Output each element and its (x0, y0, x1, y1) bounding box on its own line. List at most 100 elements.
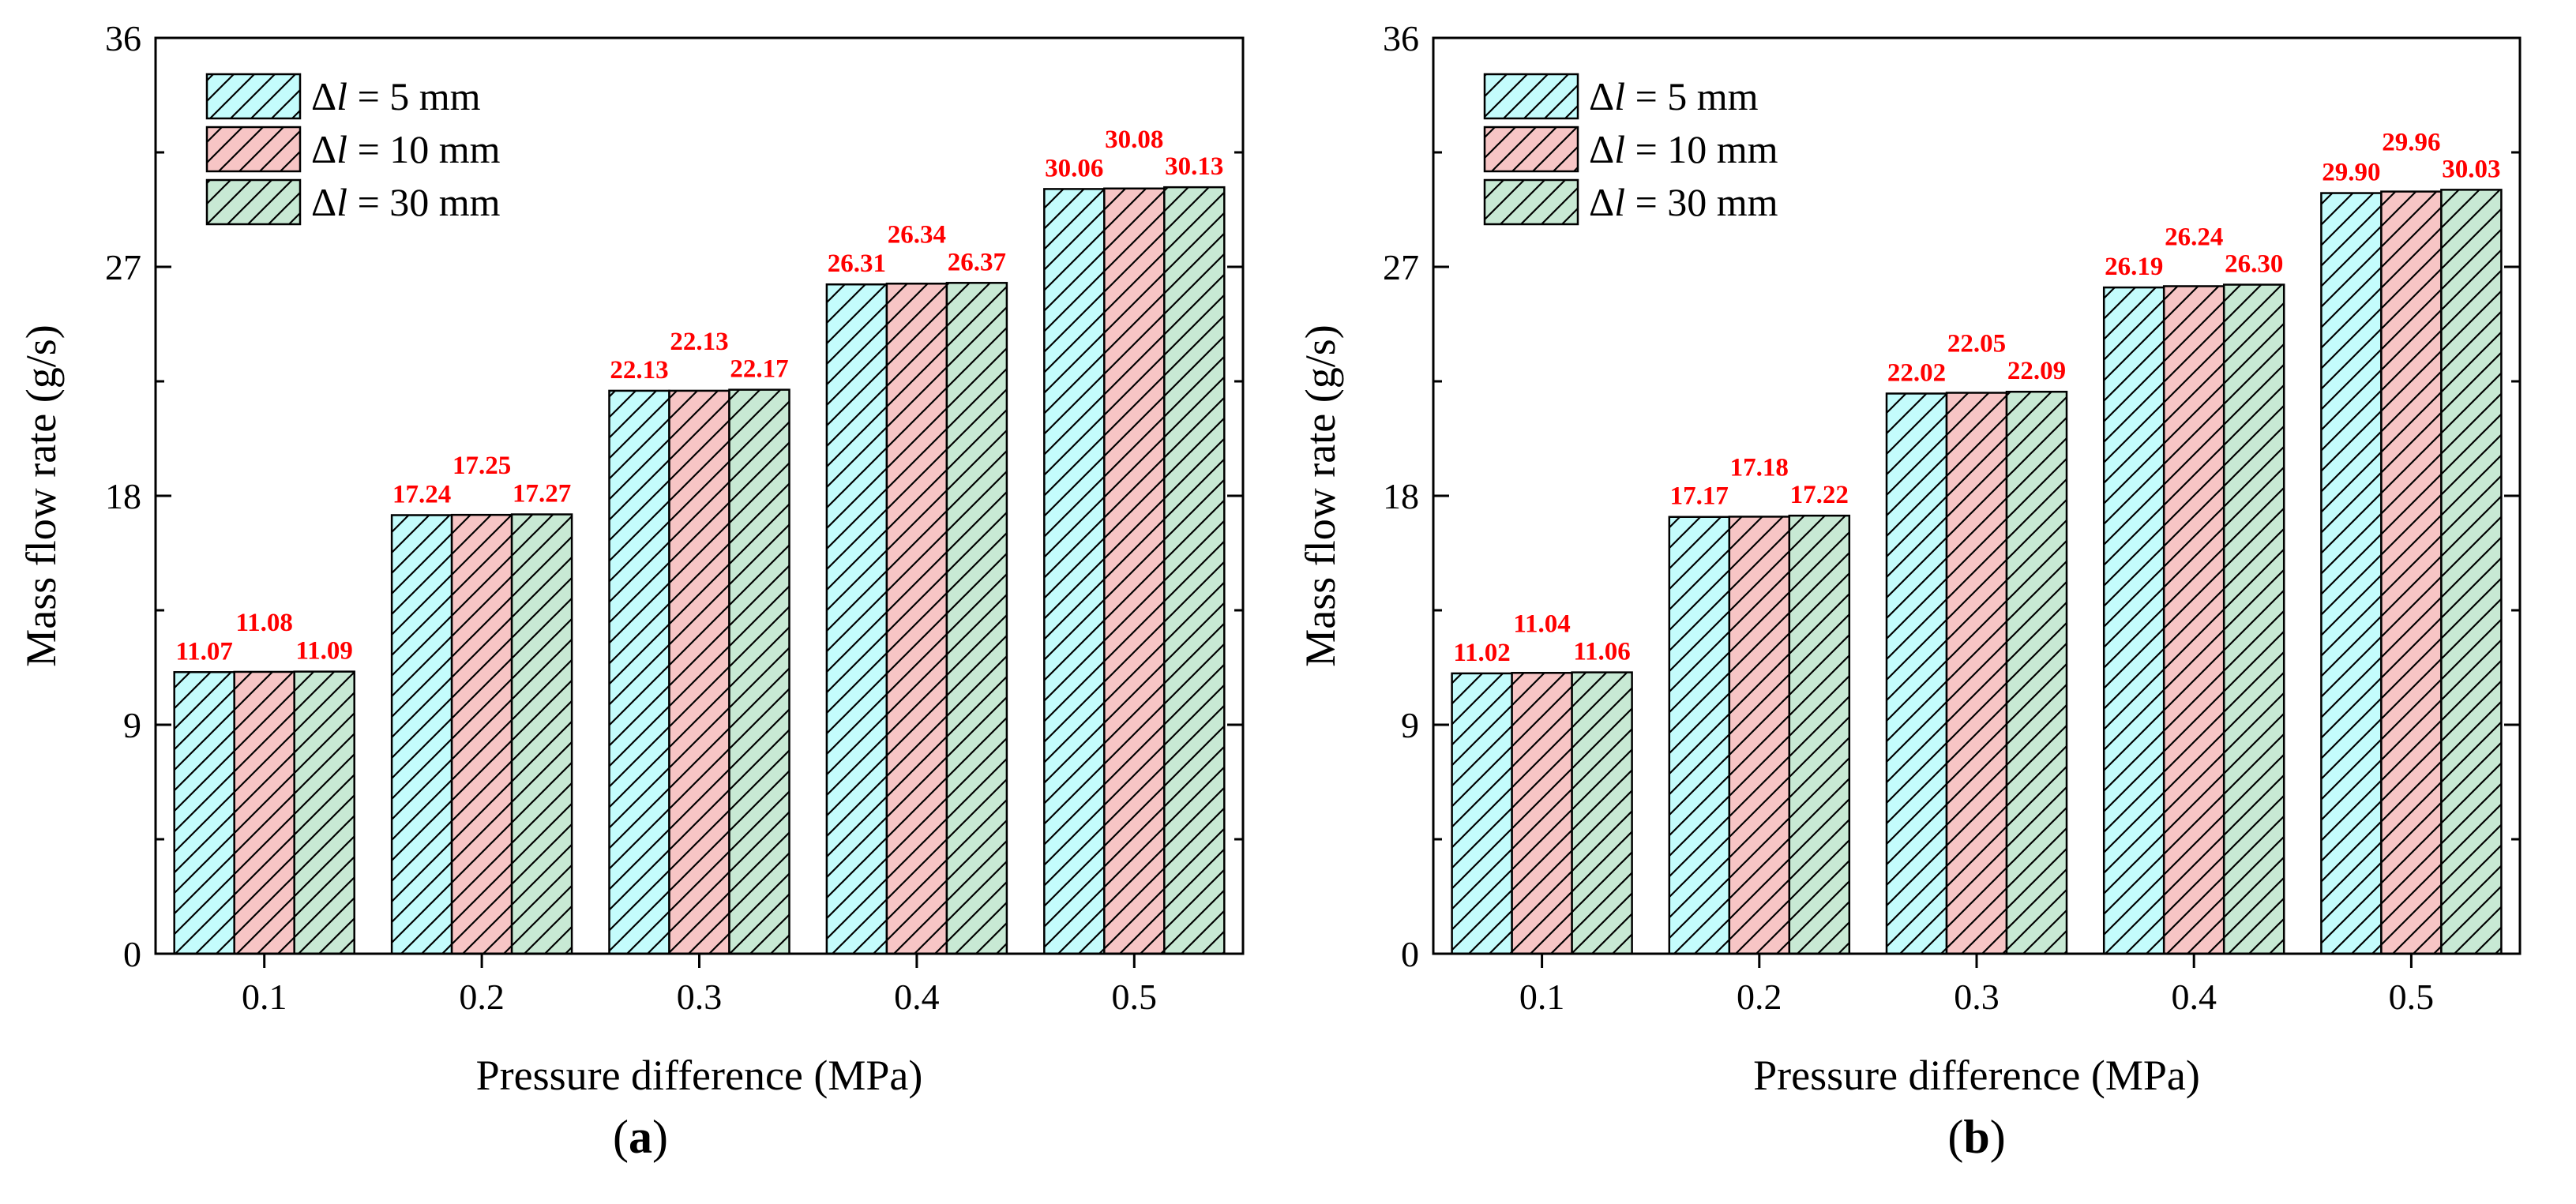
y-tick-label: 18 (1383, 476, 1419, 516)
chart-panel-b: 11.02 17.17 22.02 26.19 29.90 11.04 17.18 22.05… (1297, 18, 2522, 1163)
data-label: 26.24 (2165, 223, 2223, 251)
bar-hatch (2380, 190, 2443, 955)
data-label: 11.06 (1573, 638, 1630, 666)
bar-hatch (608, 389, 670, 955)
data-label: 17.24 (392, 480, 451, 508)
bar-hatch (2440, 189, 2503, 955)
legend-label: Δl = 10 mm (311, 127, 501, 171)
legend-label-suffix: = 10 mm (347, 127, 501, 171)
data-label: 26.37 (948, 248, 1006, 276)
data-label: 17.27 (513, 480, 571, 508)
data-label: 22.05 (1947, 330, 2006, 358)
legend-label: Δl = 5 mm (311, 74, 481, 118)
bar-hatch (885, 283, 948, 955)
bar-hatch (1163, 186, 1226, 955)
y-axis-title: Mass flow rate (g/s) (17, 324, 65, 666)
bar-hatch (233, 670, 295, 955)
y-axis-title: Mass flow rate (g/s) (1297, 324, 1344, 666)
x-tick-label: 0.2 (1737, 977, 1782, 1017)
bar-hatch (945, 282, 1008, 955)
data-label: 29.90 (2322, 159, 2380, 187)
x-tick-label: 0.4 (894, 977, 940, 1017)
bar-hatch (1511, 672, 1573, 955)
x-tick-label: 0.4 (2171, 977, 2217, 1017)
bar-hatch (2222, 283, 2285, 955)
chart-panel-a: 11.07 17.24 22.13 26.31 30.06 11.08 17.25 22.13… (17, 18, 1245, 1163)
x-tick-label: 0.1 (1519, 977, 1565, 1017)
data-label: 11.08 (235, 609, 292, 637)
data-label: 30.08 (1105, 126, 1163, 154)
bar-hatch (1103, 187, 1166, 955)
y-tick-label: 0 (1401, 934, 1419, 974)
bar-hatch (2005, 390, 2068, 955)
caption-open: ( (613, 1111, 629, 1163)
bar-hatch (1885, 392, 1948, 955)
data-label: 29.96 (2382, 129, 2440, 157)
data-label: 30.13 (1165, 152, 1223, 181)
legend-label-prefix: Δ (311, 180, 336, 224)
legend-label-prefix: Δ (1589, 74, 1614, 118)
legend-label: Δl = 30 mm (1589, 180, 1778, 224)
caption-letter: a (629, 1111, 652, 1163)
panel-caption: (b) (1947, 1111, 2005, 1163)
data-label: 17.17 (1670, 482, 1729, 511)
x-tick-label: 0.3 (1954, 977, 2000, 1017)
legend-label-suffix: = 30 mm (347, 180, 501, 224)
y-tick-label: 18 (105, 476, 141, 516)
bar-hatch (173, 671, 235, 955)
x-tick-label: 0.5 (2389, 977, 2435, 1017)
bar-hatch (728, 388, 790, 955)
data-label: 22.09 (2007, 357, 2066, 385)
bar-hatch (1945, 392, 2008, 955)
bar-hatch (1728, 516, 1791, 955)
legend-label: Δl = 30 mm (311, 180, 501, 224)
y-tick-label: 36 (1383, 18, 1419, 58)
data-label: 26.19 (2105, 253, 2163, 281)
caption-letter: b (1963, 1111, 1989, 1163)
bar-hatch (2162, 285, 2225, 955)
legend-swatch-hatch (1483, 126, 1579, 173)
x-tick-label: 0.3 (677, 977, 723, 1017)
legend: Δl = 5 mm Δl = 10 mm Δl = 30 mm (1483, 73, 1778, 226)
legend-label: Δl = 5 mm (1589, 74, 1759, 118)
y-tick-label: 27 (1383, 247, 1419, 287)
legend-label-var: l (336, 127, 347, 171)
y-tick-label: 9 (123, 705, 141, 745)
bar-hatch (510, 513, 573, 955)
legend-swatch-hatch (1483, 178, 1579, 226)
x-tick-label: 0.5 (1112, 977, 1158, 1017)
data-label: 11.02 (1453, 639, 1510, 667)
bar-hatch (1451, 672, 1513, 955)
y-tick-label: 9 (1401, 705, 1419, 745)
caption-close: ) (652, 1111, 668, 1163)
data-label: 26.31 (828, 249, 886, 278)
bar-hatch (293, 670, 355, 955)
legend-swatch-hatch (1483, 73, 1579, 120)
legend-swatch-hatch (205, 178, 302, 226)
bar-hatch (450, 513, 513, 955)
data-label: 11.07 (175, 637, 232, 666)
data-label: 30.06 (1045, 154, 1103, 182)
legend-swatch-hatch (205, 73, 302, 120)
data-label: 26.34 (888, 220, 946, 249)
x-tick-label: 0.1 (242, 977, 287, 1017)
legend-label-suffix: = 5 mm (347, 74, 481, 118)
bar-hatch (1043, 188, 1106, 955)
bar-hatch (1668, 516, 1731, 955)
legend-label-var: l (1614, 74, 1625, 118)
data-label: 30.03 (2442, 155, 2500, 183)
legend-label-var: l (336, 74, 347, 118)
legend-label-prefix: Δ (1589, 180, 1614, 224)
data-label: 26.30 (2225, 250, 2283, 279)
data-label: 22.02 (1887, 358, 1946, 387)
legend-label-suffix: = 5 mm (1625, 74, 1759, 118)
bar-hatch (2102, 286, 2165, 955)
x-tick-label: 0.2 (459, 977, 505, 1017)
caption-close: ) (1990, 1111, 2006, 1163)
legend-label-prefix: Δ (311, 74, 336, 118)
legend-label-prefix: Δ (311, 127, 336, 171)
bar-hatch (1571, 671, 1633, 955)
legend-label: Δl = 10 mm (1589, 127, 1778, 171)
legend-label-var: l (1614, 127, 1625, 171)
